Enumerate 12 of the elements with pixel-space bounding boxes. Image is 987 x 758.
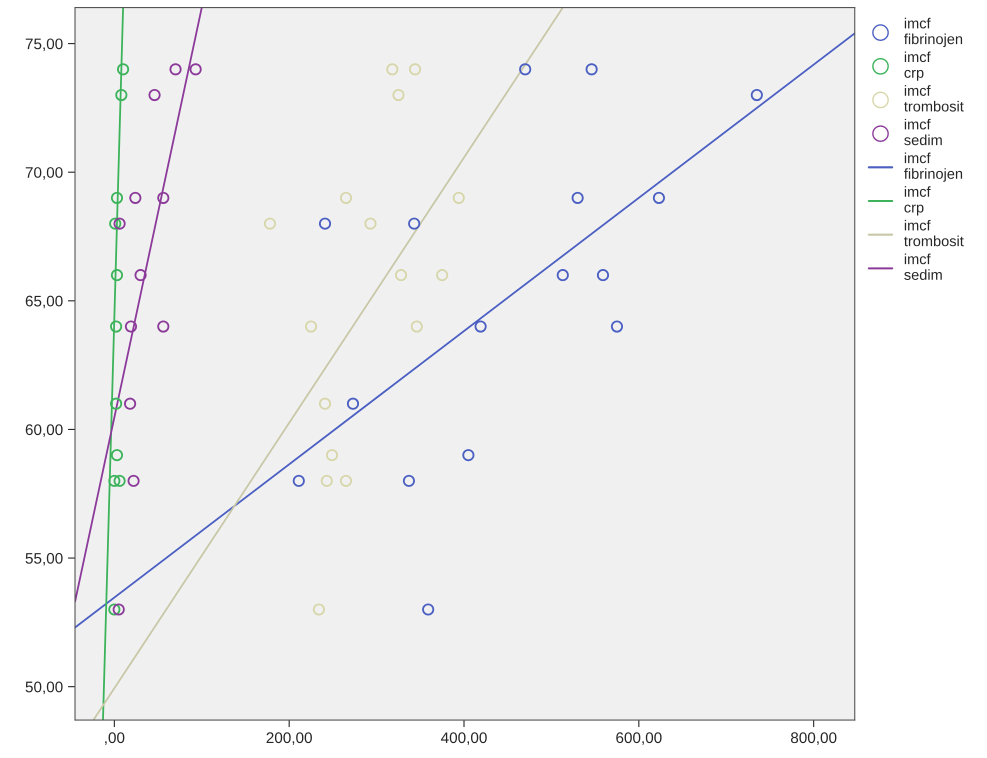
x-tick-label: 600,00	[616, 732, 662, 745]
x-tick-label: 400,00	[440, 732, 487, 745]
y-tick-label: 65,00	[26, 296, 63, 308]
legend-label: imcf sedim	[904, 254, 942, 280]
y-tick-label: 60,00	[26, 424, 63, 437]
y-tick-label: 75,00	[26, 38, 63, 52]
x-tick-label: ,00	[105, 732, 124, 745]
y-tick-label: 55,00	[26, 552, 63, 566]
y-tick-label: 70,00	[26, 167, 63, 180]
y-tick-label: 50,00	[26, 682, 63, 694]
x-tick-label: 200,00	[266, 732, 312, 745]
x-tick-label: 800,00	[790, 732, 836, 745]
